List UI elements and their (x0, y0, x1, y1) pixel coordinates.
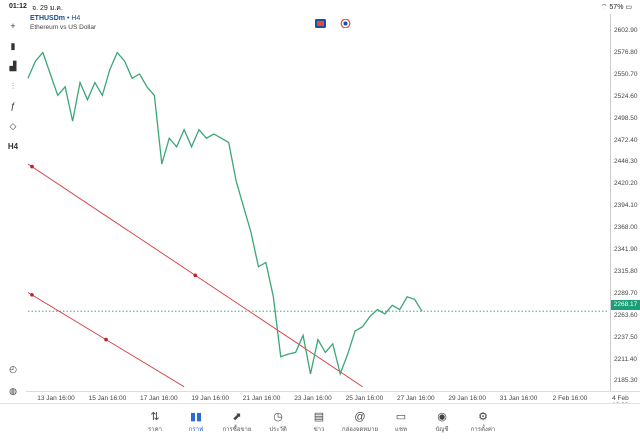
trade-chart-icon: ⬈ (232, 411, 242, 423)
symbol-header[interactable]: ETHUSDm • H4 (30, 15, 80, 22)
symbol-name: ETHUSDm (30, 15, 66, 22)
news-icon: ▤ (313, 411, 325, 423)
history-icon: ◷ (273, 411, 283, 423)
timeframe-label[interactable]: H4 (7, 141, 19, 151)
function-icon[interactable]: ƒ (10, 101, 16, 111)
settings-gear-icon: ⚙ (478, 411, 488, 423)
tab-0[interactable]: ⇅ ราคา (130, 410, 180, 434)
tab-7[interactable]: ◉ บัญชี (417, 410, 467, 434)
price-tick-label: 2315.80 (614, 267, 638, 275)
price-series-line (27, 51, 423, 377)
tab-8[interactable]: ⚙ การตั้งค่า (458, 410, 508, 434)
sliders-icon[interactable]: ⫶ (11, 80, 15, 91)
price-tick-label: 2341.90 (614, 246, 638, 253)
price-tick-label: 2472.40 (614, 136, 638, 144)
price-tick-label: 2289.70 (614, 289, 638, 297)
time-tick-label: 21 Jan 16:00 (242, 395, 281, 402)
battery-icon: ▭ (625, 4, 632, 11)
wifi-icon: ⌔ (600, 4, 608, 11)
tab-6[interactable]: ▭ แชท (376, 410, 426, 434)
tab-label: ราคา (148, 427, 162, 433)
price-tick-label: 2498.50 (614, 114, 638, 122)
time-tick-label: 23 Jan 16:00 (294, 395, 332, 402)
price-tick-label: 2550.70 (614, 70, 638, 78)
tab-label: ข่าว (313, 427, 325, 433)
crosshair-icon[interactable]: + (10, 21, 16, 31)
tab-4[interactable]: ▤ ข่าว (294, 410, 344, 434)
price-axis[interactable] (610, 14, 640, 391)
time-tick-label: 29 Jan 16:00 (448, 395, 486, 402)
dot-separator: • (66, 15, 72, 22)
current-price-tag: 2268.17 (611, 300, 640, 310)
symbol-timeframe: H4 (71, 15, 81, 22)
price-tick-label: 2446.30 (614, 158, 638, 166)
flag-icon[interactable] (315, 19, 326, 28)
price-tick-label: 2394.10 (614, 202, 638, 210)
price-tick-label: 2237.50 (614, 333, 638, 341)
tab-label: บัญชี (435, 427, 449, 433)
arrows-updown-icon: ⇅ (150, 411, 160, 423)
time-tick-label: 27 Jan 16:00 (397, 395, 435, 402)
candles-icon[interactable]: ▮ (10, 40, 16, 51)
price-tick-label: 2524.60 (614, 92, 638, 100)
tab-label: การซื้อขาย (222, 427, 252, 433)
account-icon: ◉ (437, 411, 447, 423)
tab-label: กราฟ (188, 427, 204, 433)
status-bar: 01:12 จ. 29 ม.ค. ⌔ 57% ▭ (0, 0, 640, 14)
price-tick-label: 2420.20 (614, 180, 638, 188)
price-tick-label: 2576.80 (614, 48, 638, 56)
time-axis-line (26, 391, 640, 392)
time-tick-label: 15 Jan 16:00 (88, 395, 127, 402)
tab-label: กล่องจดหมาย (341, 427, 379, 433)
app-logo-icon[interactable]: ◍ (9, 385, 17, 396)
tab-label: การตั้งค่า (470, 427, 496, 433)
status-battery: ⌔ 57% ▭ (601, 3, 632, 12)
price-tick-label: 2602.90 (614, 27, 638, 34)
trendline-anchor-point[interactable] (30, 164, 34, 169)
time-tick-label: 19 Jan 16:00 (191, 395, 229, 402)
trendline-anchor-point[interactable] (30, 293, 34, 297)
shapes-icon[interactable]: ◇ (9, 120, 17, 131)
status-time: 01:12 (9, 3, 27, 10)
time-tick-label: 2 Feb 16:00 (552, 395, 588, 402)
price-tick-label: 2368.00 (614, 224, 638, 232)
eth-coin-icon[interactable] (340, 19, 351, 28)
symbol-description: Ethereum vs US Dollar (30, 24, 97, 31)
bottom-tab-bar: ⇅ ราคา ▮▮ กราฟ ⬈ การซื้อขาย ◷ ประวัติ ▤ ข่าว @ กล่อ… (0, 403, 640, 448)
time-tick-label: 17 Jan 16:00 (140, 395, 178, 402)
trendline-anchor-point[interactable] (193, 273, 198, 278)
time-tick-label: 31 Jan 16:00 (499, 395, 538, 402)
tab-label: ประวัติ (269, 427, 287, 433)
price-tick-label: 2185.30 (614, 377, 638, 385)
chart-candles-icon: ▮▮ (189, 411, 203, 423)
left-toolbar: + ▮ ▟ ⫶ ƒ ◇ H4 ◴ ◍ (0, 14, 26, 404)
tab-label: แชท (395, 427, 407, 433)
price-tick-label: 2263.60 (614, 311, 638, 319)
tab-1[interactable]: ▮▮ กราฟ (171, 410, 221, 434)
tab-3[interactable]: ◷ ประวัติ (253, 410, 303, 434)
history-clock-icon[interactable]: ◴ (9, 363, 17, 374)
battery-percent: 57% (609, 4, 624, 11)
time-tick-label: 25 Jan 16:00 (345, 395, 384, 402)
price-tick-label: 2211.40 (614, 355, 638, 363)
indicators-icon[interactable]: ▟ (9, 60, 17, 71)
status-date: จ. 29 ม.ค. (32, 5, 63, 12)
tab-2[interactable]: ⬈ การซื้อขาย (212, 410, 262, 434)
chat-icon: ▭ (395, 411, 407, 423)
trendline-anchor-point[interactable] (104, 337, 108, 342)
mail-at-icon: @ (354, 411, 366, 423)
time-tick-label: 13 Jan 16:00 (37, 395, 75, 402)
tab-5[interactable]: @ กล่องจดหมาย (335, 410, 385, 434)
